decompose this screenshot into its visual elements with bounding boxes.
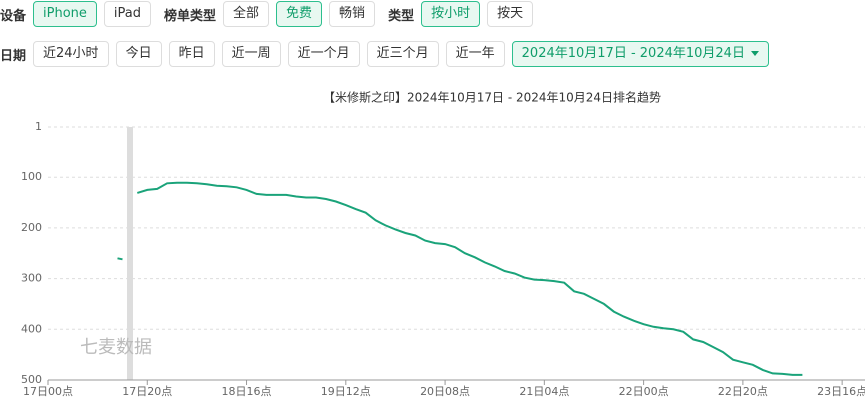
filter-row: 日期 近24小时 今日 昨日 近一周 近一个月 近三个月 近一年 2024年10月17日 - 2… (0, 41, 769, 67)
button-text: 近一周 (231, 46, 271, 61)
button-text: 近24小时 (43, 46, 99, 61)
filter-button[interactable]: iPad (103, 1, 151, 27)
x-tick-label: 17日00点 (23, 385, 73, 398)
filter-label: 日期 (0, 48, 27, 64)
filter-button[interactable]: 近一年 (445, 41, 505, 67)
watermark: 七麦数据 (80, 337, 152, 358)
filter-row: 设备 iPhone iPad 榜单类型 全部 免费 畅销 类型 按小时 按天 (0, 1, 534, 27)
filter-button[interactable]: 畅销 (329, 1, 376, 27)
y-tick-label: 500 (21, 373, 42, 386)
x-tick-label: 22日20点 (718, 385, 768, 398)
filter-button[interactable]: 近一周 (221, 41, 281, 67)
y-tick-label: 200 (21, 221, 42, 234)
x-tick-label: 20日08点 (420, 385, 470, 398)
x-tick-label: 19日12点 (321, 385, 371, 398)
filter-button[interactable]: 按天 (487, 1, 534, 27)
line (117, 181, 803, 376)
y-tick-label: 100 (21, 170, 42, 183)
filter-button[interactable]: 近24小时 (33, 41, 109, 67)
filter-label: 榜单类型 (164, 8, 217, 24)
button-text: 按小时 (431, 6, 471, 21)
dropdown-caret (750, 51, 759, 60)
button-text: iPhone (43, 6, 87, 21)
y-tick-label: 300 (21, 272, 42, 285)
y-tick-label: 1 (35, 120, 42, 133)
filter-label: 设备 (0, 8, 27, 24)
x-tick-label: 18日16点 (222, 385, 272, 398)
button-text: 全部 (233, 6, 260, 21)
x-tick-label: 21日04点 (519, 385, 569, 398)
button-text: 今日 (125, 46, 152, 61)
button-text: 按天 (497, 6, 524, 21)
x-tick-label: 23日16点 (817, 385, 865, 398)
filter-button[interactable]: iPhone (33, 1, 97, 27)
filter-label: 类型 (388, 8, 415, 24)
button-text: 近三个月 (376, 46, 429, 61)
button-text: 昨日 (178, 46, 205, 61)
x-tick-label: 22日00点 (619, 385, 669, 398)
filter-button[interactable]: 免费 (276, 1, 323, 27)
button-text: 2024年10月17日 - 2024年10月24日 (521, 46, 745, 61)
filter-button[interactable]: 按小时 (421, 1, 481, 27)
chart-title: 【米修斯之印】2024年10月17日 - 2024年10月24日排名趋势 (323, 90, 661, 105)
filter-button[interactable]: 今日 (115, 41, 162, 67)
x-tick-label: 17日20点 (122, 385, 172, 398)
button-text: 近一个月 (297, 46, 350, 61)
button-text: iPad (113, 6, 141, 21)
filter-button[interactable]: 近三个月 (366, 41, 439, 67)
button-text: 免费 (286, 6, 313, 21)
current-marker (127, 127, 133, 380)
button-text: 畅销 (339, 6, 366, 21)
button-text: 近一年 (455, 46, 495, 61)
y-tick-label: 400 (21, 322, 42, 335)
filter-button[interactable]: 全部 (223, 1, 270, 27)
filter-button[interactable]: 2024年10月17日 - 2024年10月24日 (511, 41, 769, 67)
filter-button[interactable]: 近一个月 (287, 41, 360, 67)
filter-button[interactable]: 昨日 (168, 41, 215, 67)
